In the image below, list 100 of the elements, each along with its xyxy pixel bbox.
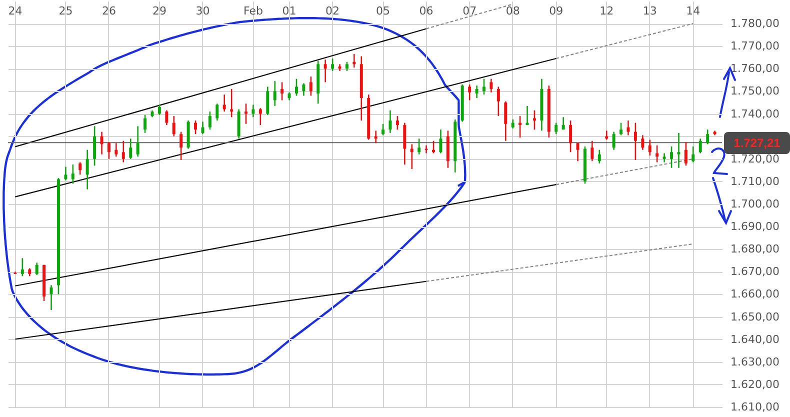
x-tick-label: 26 bbox=[102, 4, 116, 18]
candlestick bbox=[136, 126, 140, 158]
candlestick bbox=[612, 131, 616, 151]
candlestick bbox=[382, 123, 385, 136]
y-tick-label: 1.750,00 bbox=[730, 84, 780, 98]
candlestick bbox=[648, 139, 652, 156]
candlestick bbox=[280, 82, 284, 101]
candlestick bbox=[180, 131, 183, 161]
x-tick-label: 25 bbox=[58, 4, 73, 18]
x-tick-label: 12 bbox=[600, 4, 614, 18]
y-tick-label: 1.610,00 bbox=[730, 400, 780, 414]
candlestick bbox=[331, 58, 334, 72]
candlestick bbox=[71, 164, 74, 184]
candlestick bbox=[100, 131, 104, 156]
candlestick bbox=[165, 110, 168, 126]
candlestick bbox=[569, 120, 572, 153]
y-tick-label: 1.720,00 bbox=[730, 152, 780, 166]
candlestick bbox=[576, 142, 580, 162]
candlestick bbox=[698, 138, 702, 154]
candlestick bbox=[634, 122, 637, 161]
candlestick bbox=[244, 102, 248, 125]
y-tick-label: 1.670,00 bbox=[730, 265, 780, 278]
y-tick-label: 1.660,00 bbox=[730, 288, 780, 301]
x-tick-label: 30 bbox=[196, 4, 210, 18]
candlestick bbox=[684, 141, 688, 166]
candlestick bbox=[662, 152, 666, 163]
candlestick bbox=[172, 115, 176, 137]
x-tick-label: Feb bbox=[243, 4, 263, 18]
candlestick bbox=[620, 122, 623, 136]
x-tick-label: 07 bbox=[462, 4, 477, 18]
candlestick bbox=[626, 120, 630, 136]
candlestick bbox=[418, 138, 421, 156]
candlestick bbox=[64, 166, 68, 181]
y-tick-label: 1.680,00 bbox=[730, 242, 780, 256]
candlestick bbox=[158, 104, 161, 116]
candlestick bbox=[490, 78, 493, 93]
candlestick bbox=[692, 146, 695, 163]
candlestick bbox=[208, 110, 212, 130]
y-tick-label: 1.650,00 bbox=[730, 310, 780, 324]
candlestick bbox=[258, 107, 262, 126]
x-tick-label: 02 bbox=[326, 4, 340, 18]
candlestick bbox=[396, 115, 399, 130]
candlestick bbox=[129, 138, 132, 160]
candlestick bbox=[273, 80, 276, 107]
candlestick bbox=[222, 94, 226, 112]
candlestick bbox=[309, 76, 312, 96]
candlestick bbox=[403, 122, 406, 166]
candlestick bbox=[598, 149, 601, 164]
candlestick bbox=[266, 86, 270, 116]
candlestick bbox=[78, 162, 82, 176]
candlestick bbox=[641, 134, 644, 151]
y-tick-label: 1.780,00 bbox=[730, 17, 780, 30]
candlestick bbox=[562, 116, 565, 130]
x-tick-label: 06 bbox=[419, 4, 434, 18]
candlestick bbox=[511, 118, 514, 130]
candlestick bbox=[86, 149, 89, 190]
candlestick bbox=[706, 128, 710, 145]
candlestick bbox=[35, 262, 38, 276]
candlestick bbox=[410, 144, 414, 170]
candlestick bbox=[496, 86, 500, 117]
candlestick bbox=[590, 140, 594, 162]
candlestick bbox=[554, 122, 558, 135]
candlestick bbox=[252, 104, 255, 118]
y-tick-label: 1.740,00 bbox=[730, 107, 780, 120]
x-tick-label: 24 bbox=[8, 4, 22, 18]
candlestick bbox=[20, 257, 24, 277]
y-tick-label: 1.640,00 bbox=[730, 332, 780, 346]
candlestick bbox=[144, 114, 147, 134]
candlestick bbox=[439, 128, 442, 154]
candlestick bbox=[475, 84, 478, 99]
x-tick-label: 14 bbox=[686, 4, 700, 18]
candlestick bbox=[504, 100, 508, 142]
y-tick-label: 1.760,00 bbox=[730, 62, 780, 76]
candlestick bbox=[388, 110, 392, 134]
candlestick bbox=[468, 84, 472, 101]
y-tick-label: 1.690,00 bbox=[730, 220, 780, 234]
y-tick-label: 1.620,00 bbox=[730, 378, 780, 391]
candlestick bbox=[114, 142, 118, 158]
y-tick-label: 1.770,00 bbox=[730, 40, 780, 53]
candlestick bbox=[216, 102, 219, 122]
candlestick bbox=[201, 121, 204, 135]
candlestick bbox=[294, 78, 298, 96]
candlestick bbox=[50, 284, 53, 311]
candlestick bbox=[302, 82, 306, 96]
candlestick bbox=[194, 120, 198, 135]
x-tick-label: 13 bbox=[642, 4, 657, 18]
candlestick bbox=[345, 61, 348, 72]
y-tick-label: 1.710,00 bbox=[730, 174, 780, 188]
ref-line-label: 1.727,21 bbox=[724, 132, 790, 154]
candlestick bbox=[670, 146, 674, 169]
candlestick bbox=[107, 141, 110, 160]
x-tick-label: 09 bbox=[549, 4, 564, 18]
candlestick bbox=[482, 78, 486, 96]
candlestick bbox=[677, 132, 680, 169]
candlestick bbox=[324, 58, 327, 83]
x-tick-label: 05 bbox=[376, 4, 390, 18]
y-tick-label: 1.700,00 bbox=[730, 198, 780, 210]
x-tick-label: 08 bbox=[506, 4, 520, 18]
candlestick bbox=[424, 144, 428, 154]
candlestick bbox=[93, 126, 96, 166]
